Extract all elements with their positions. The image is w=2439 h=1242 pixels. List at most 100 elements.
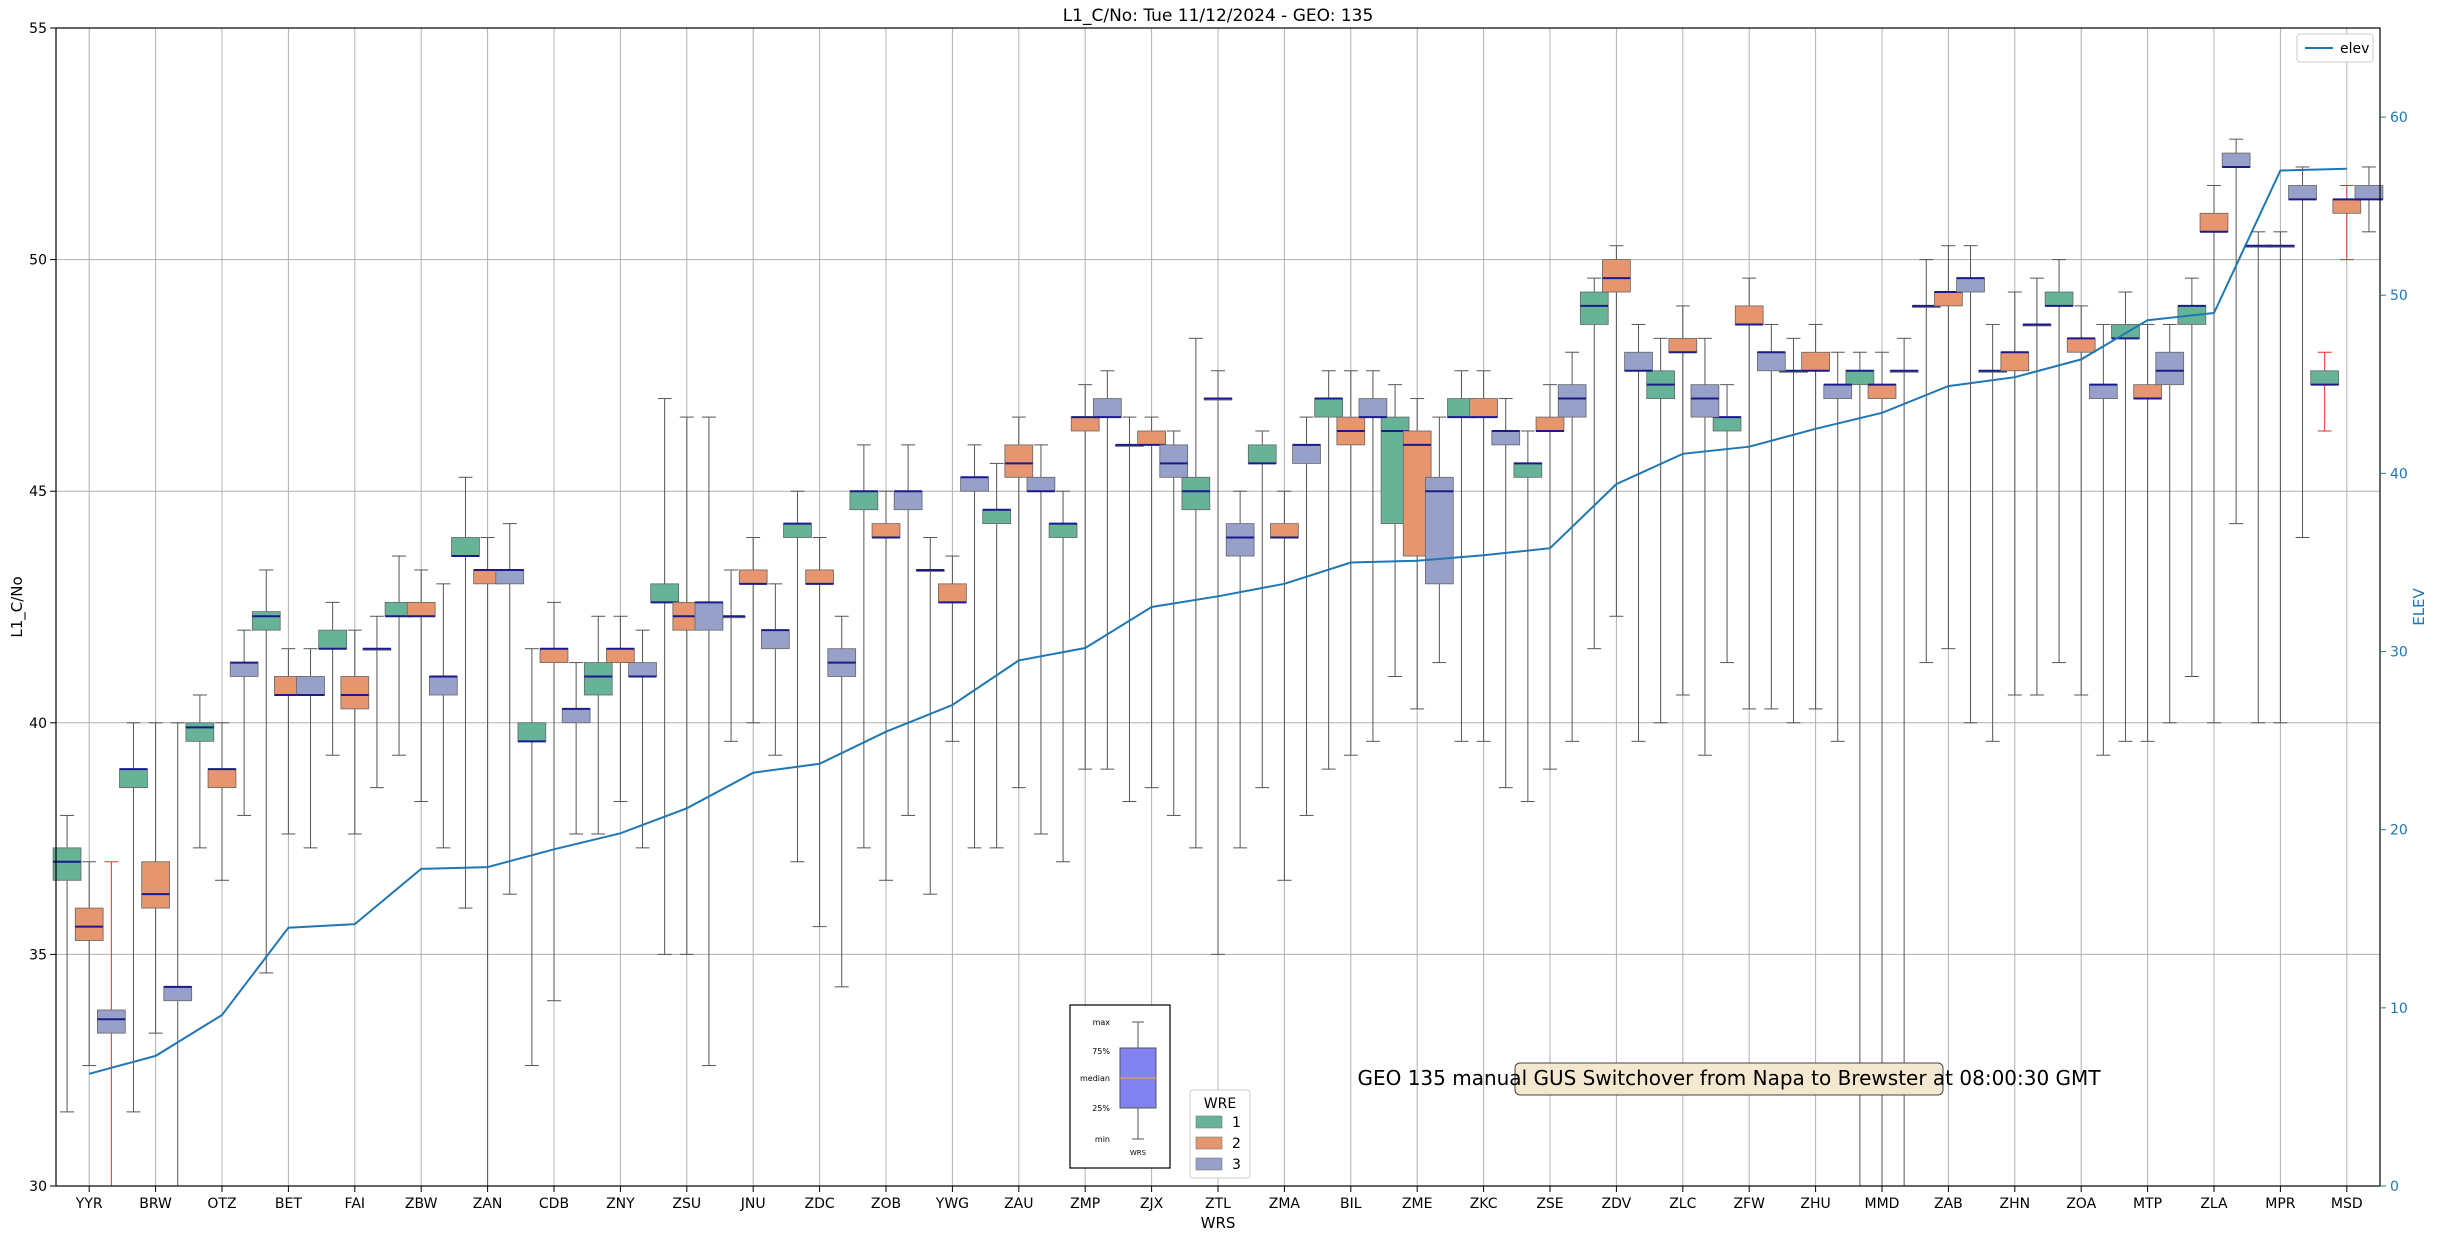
iqr-box bbox=[2200, 213, 2228, 232]
iqr-box bbox=[1846, 371, 1874, 385]
iqr-box bbox=[230, 663, 258, 677]
iqr-box bbox=[142, 862, 170, 908]
iqr-box bbox=[1071, 417, 1099, 431]
x-tick-label: ZME bbox=[1402, 1196, 1433, 1212]
iqr-box bbox=[186, 723, 214, 742]
iqr-box bbox=[1735, 306, 1763, 325]
elev-legend: elev bbox=[2297, 34, 2373, 62]
iqr-box bbox=[540, 649, 568, 663]
x-tick-label: ZSE bbox=[1536, 1196, 1563, 1212]
iqr-box bbox=[1868, 385, 1896, 399]
x-tick-label: ZNY bbox=[606, 1196, 635, 1212]
y2-tick-label: 60 bbox=[2390, 110, 2408, 126]
iqr-box bbox=[1536, 417, 1564, 431]
x-tick-label: OTZ bbox=[207, 1196, 236, 1212]
box-key-median: median bbox=[1080, 1074, 1110, 1083]
wre-legend-label-2: 2 bbox=[1232, 1136, 1241, 1152]
iqr-box bbox=[252, 612, 280, 631]
y2-axis-label: ELEV bbox=[2410, 587, 2428, 625]
iqr-box bbox=[1957, 278, 1985, 292]
x-axis-label: WRS bbox=[1201, 1214, 1236, 1232]
iqr-box bbox=[496, 570, 524, 584]
y2-tick-label: 40 bbox=[2390, 466, 2408, 482]
iqr-box bbox=[1138, 431, 1166, 445]
iqr-box bbox=[562, 709, 590, 723]
iqr-box bbox=[894, 491, 922, 510]
x-tick-label: ZHN bbox=[2000, 1196, 2031, 1212]
iqr-box bbox=[1293, 445, 1321, 464]
iqr-box bbox=[2089, 385, 2117, 399]
x-tick-label: ZDC bbox=[805, 1196, 835, 1212]
y-tick-label: 55 bbox=[29, 21, 47, 37]
iqr-box bbox=[341, 676, 369, 708]
x-tick-label: YWG bbox=[935, 1196, 969, 1212]
iqr-box bbox=[1757, 352, 1785, 371]
iqr-box bbox=[1580, 292, 1608, 324]
iqr-box bbox=[1270, 524, 1298, 538]
iqr-box bbox=[2001, 352, 2029, 371]
y2-tick-label: 10 bbox=[2390, 1001, 2408, 1017]
elev-legend-label: elev bbox=[2340, 41, 2369, 57]
iqr-box bbox=[1226, 524, 1254, 556]
iqr-box bbox=[983, 510, 1011, 524]
iqr-box bbox=[1182, 477, 1210, 509]
x-tick-label: MPR bbox=[2265, 1196, 2296, 1212]
iqr-box bbox=[850, 491, 878, 510]
iqr-box bbox=[695, 602, 723, 630]
box-key-min: min bbox=[1095, 1135, 1110, 1144]
iqr-box bbox=[1824, 385, 1852, 399]
iqr-box bbox=[452, 538, 480, 557]
x-tick-label: ZKC bbox=[1470, 1196, 1498, 1212]
box-key-max: max bbox=[1093, 1018, 1111, 1027]
iqr-box bbox=[1005, 445, 1033, 477]
iqr-box bbox=[806, 570, 834, 584]
x-tick-label: ZSU bbox=[672, 1196, 701, 1212]
x-tick-label: ZMA bbox=[1269, 1196, 1301, 1212]
iqr-box bbox=[1359, 399, 1387, 418]
x-tick-label: ZMP bbox=[1070, 1196, 1100, 1212]
x-tick-label: MTP bbox=[2133, 1196, 2162, 1212]
iqr-box bbox=[872, 524, 900, 538]
x-tick-label: JNU bbox=[740, 1196, 766, 1212]
box-key-q3: 75% bbox=[1092, 1047, 1110, 1056]
iqr-box bbox=[1934, 292, 1962, 306]
iqr-box bbox=[761, 630, 789, 649]
x-tick-label: ZLA bbox=[2200, 1196, 2228, 1212]
iqr-box bbox=[2222, 153, 2250, 167]
iqr-box bbox=[407, 602, 435, 616]
iqr-box bbox=[1093, 399, 1121, 418]
iqr-box bbox=[1425, 477, 1453, 584]
y-tick-label: 50 bbox=[29, 253, 47, 269]
iqr-box bbox=[2156, 352, 2184, 384]
wre-legend-label-3: 3 bbox=[1232, 1157, 1241, 1173]
wre-legend-label-1: 1 bbox=[1232, 1115, 1241, 1131]
iqr-box bbox=[1691, 385, 1719, 417]
y-axis-label: L1_C/No bbox=[8, 576, 27, 637]
y2-tick-label: 30 bbox=[2390, 645, 2408, 661]
iqr-box bbox=[164, 987, 192, 1001]
iqr-box bbox=[606, 649, 634, 663]
wre-legend-swatch-1 bbox=[1196, 1116, 1222, 1128]
iqr-box bbox=[208, 769, 236, 788]
x-tick-label: ZBW bbox=[405, 1196, 438, 1212]
wre-legend-title: WRE bbox=[1204, 1096, 1236, 1112]
x-tick-label: ZAB bbox=[1934, 1196, 1963, 1212]
x-tick-label: ZDV bbox=[1602, 1196, 1632, 1212]
box-key-xlabel: WRS bbox=[1130, 1149, 1147, 1157]
x-tick-label: ZOB bbox=[871, 1196, 901, 1212]
iqr-box bbox=[2289, 185, 2317, 199]
y2-tick-label: 50 bbox=[2390, 288, 2408, 304]
x-tick-label: BET bbox=[275, 1196, 302, 1212]
box-key-inset: max 75% median 25% min WRS bbox=[1070, 1005, 1170, 1168]
iqr-box bbox=[1049, 524, 1077, 538]
iqr-box bbox=[1625, 352, 1653, 371]
iqr-box bbox=[120, 769, 148, 788]
iqr-box bbox=[75, 908, 103, 940]
y-tick-label: 30 bbox=[29, 1179, 47, 1195]
iqr-box bbox=[1558, 385, 1586, 417]
iqr-box bbox=[53, 848, 81, 880]
x-tick-label: BIL bbox=[1340, 1196, 1362, 1212]
box-key-q1: 25% bbox=[1092, 1104, 1110, 1113]
iqr-box bbox=[1492, 431, 1520, 445]
iqr-box bbox=[651, 584, 679, 603]
